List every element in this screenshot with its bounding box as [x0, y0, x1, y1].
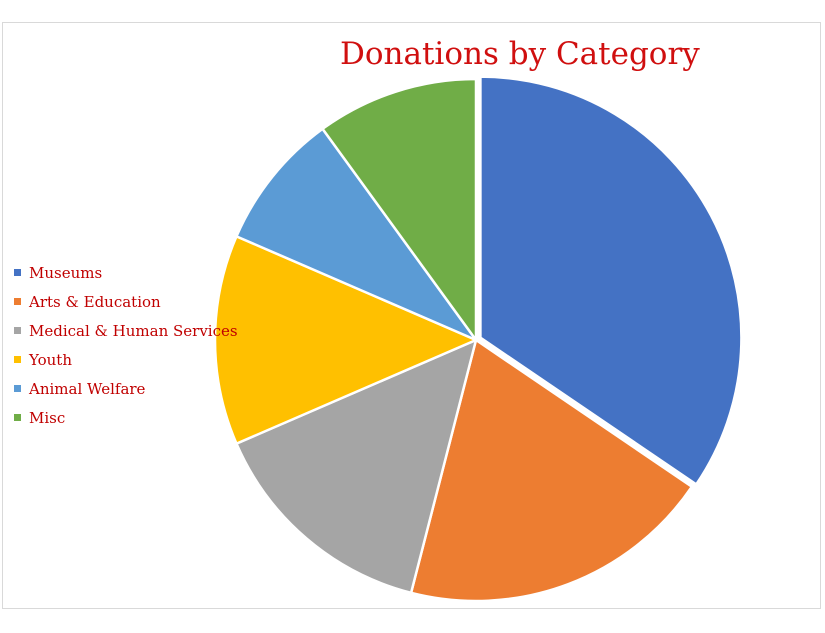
pie-slice-youth [213, 235, 478, 445]
legend-swatch [14, 327, 21, 334]
legend-label: Arts & Education [29, 292, 161, 311]
legend-item: Medical & Human Services [14, 316, 238, 345]
legend-item: Youth [14, 345, 238, 374]
legend: Museums Arts & Education Medical & Human S… [14, 258, 238, 432]
legend-label: Misc [29, 408, 66, 427]
pie-slices [213, 75, 743, 603]
chart-title: Donations by Category [340, 36, 700, 72]
legend-item: Misc [14, 403, 238, 432]
legend-label: Animal Welfare [29, 379, 146, 398]
legend-item: Arts & Education [14, 287, 238, 316]
legend-swatch [14, 269, 21, 276]
legend-swatch [14, 385, 21, 392]
legend-item: Animal Welfare [14, 374, 238, 403]
legend-swatch [14, 298, 21, 305]
legend-label: Medical & Human Services [29, 321, 238, 340]
pie-slice-museums [479, 75, 743, 486]
pie-slice-misc [321, 77, 478, 342]
legend-swatch [14, 356, 21, 363]
legend-item: Museums [14, 258, 238, 287]
pie-slice-animal-welfare [235, 127, 478, 342]
legend-swatch [14, 414, 21, 421]
legend-label: Museums [29, 263, 103, 282]
legend-label: Youth [29, 350, 72, 369]
pie-slice-medical-human-services [235, 338, 478, 595]
pie-slice-arts-education [409, 338, 694, 603]
